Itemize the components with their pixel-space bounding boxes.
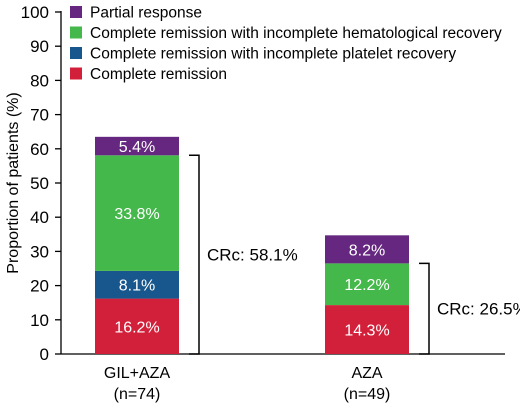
data-label: 8.2% — [349, 242, 385, 259]
x-tick-label: AZA — [351, 365, 382, 382]
y-tick-label: 30 — [30, 242, 49, 261]
crc-bracket — [189, 154, 200, 355]
legend-swatch — [70, 47, 82, 59]
x-tick-label-n: (n=49) — [344, 386, 391, 403]
y-tick-label: 80 — [30, 71, 49, 90]
legend: Partial response Complete remission with … — [70, 5, 502, 83]
bar-segment — [95, 270, 179, 299]
y-axis-title: Proportion of patients (%) — [5, 92, 22, 273]
y-tick-label: 70 — [30, 106, 49, 125]
bar-segment — [95, 298, 179, 354]
x-tick-label: GIL+AZA — [104, 365, 171, 382]
y-tick-label: 40 — [30, 208, 49, 227]
crc-bracket — [419, 262, 430, 355]
crc-brackets-group: CRc: 58.1% CRc: 26.5% — [189, 154, 520, 355]
data-label: 5.4% — [119, 139, 155, 156]
crc-label: CRc: 26.5% — [437, 300, 520, 319]
legend-label: Partial response — [90, 5, 202, 22]
bar-segment — [95, 155, 179, 271]
data-label: 8.1% — [119, 278, 155, 295]
bar-segment — [325, 235, 409, 264]
data-label: 16.2% — [114, 319, 159, 336]
bar-segment — [95, 136, 179, 156]
y-tick-label: 0 — [40, 345, 49, 364]
legend-swatch — [70, 67, 82, 80]
bar-segment — [325, 305, 409, 354]
axes-group: 0 10 20 30 40 50 60 70 80 90 100 Proportion of pati… — [5, 3, 505, 403]
x-tick-label-n: (n=74) — [114, 386, 161, 403]
data-label: 12.2% — [344, 277, 389, 294]
bars-group: 16.2% 8.1% 33.8% 5.4% 14.3% 12.2% 8.2% — [95, 136, 409, 354]
bar-segment — [325, 263, 409, 306]
legend-swatch — [70, 6, 82, 18]
crc-label: CRc: 58.1% — [207, 246, 298, 265]
y-tick-label: 50 — [30, 174, 49, 193]
legend-label: Complete remission with incomplete plate… — [90, 46, 456, 63]
y-tick-label: 60 — [30, 140, 49, 159]
y-tick-label: 100 — [21, 3, 49, 22]
legend-swatch — [70, 26, 82, 39]
legend-label: Complete remission with incomplete hemat… — [90, 25, 502, 42]
data-label: 14.3% — [344, 323, 389, 340]
y-tick-label: 90 — [30, 37, 49, 56]
y-tick-label: 10 — [30, 311, 49, 330]
y-tick-label: 20 — [30, 277, 49, 296]
data-label: 33.8% — [114, 206, 159, 223]
legend-label: Complete remission — [90, 66, 227, 83]
